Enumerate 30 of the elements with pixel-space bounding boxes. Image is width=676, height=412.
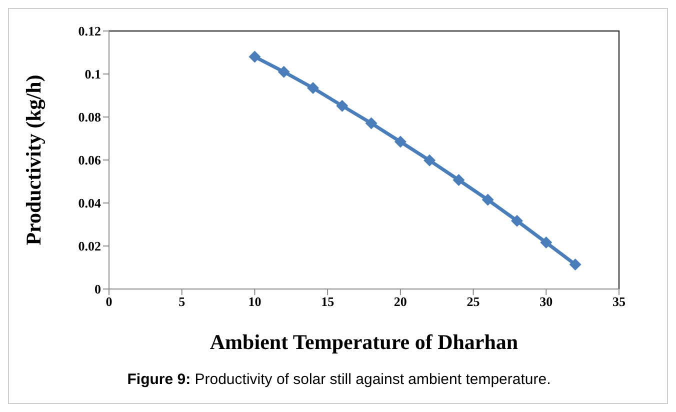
point — [482, 194, 494, 206]
point — [278, 66, 290, 78]
x-axis-title: Ambient Temperature of Dharhan — [210, 330, 518, 354]
point — [452, 174, 465, 186]
x-tick-label: 25 — [466, 294, 480, 310]
point — [424, 154, 436, 166]
point — [365, 117, 378, 130]
point — [511, 214, 523, 227]
x-tick-label: 20 — [394, 294, 407, 310]
point — [248, 50, 261, 63]
x-tick-label: 30 — [540, 294, 553, 310]
y-axis-title: Productivity (kg/h) — [21, 74, 46, 246]
x-tick-label: 5 — [178, 294, 186, 310]
point — [394, 136, 406, 148]
y-tick-label: 0.02 — [78, 238, 101, 254]
y-tick-label: 0.04 — [78, 196, 102, 211]
y-tick-label: 0.1 — [84, 66, 101, 82]
y-tick-label: 0.06 — [78, 152, 102, 168]
point — [307, 82, 319, 94]
caption: Figure 9: Productivity of solar still against ambient temperature. — [126, 371, 552, 388]
x-tick-label: 15 — [321, 294, 335, 310]
x-tick-label: 10 — [248, 294, 262, 310]
x-tick-label: 0 — [106, 294, 112, 310]
y-tick-label: 0.08 — [78, 110, 102, 125]
x-tick-label: 35 — [612, 294, 626, 310]
point — [569, 258, 582, 270]
y-tick-label: 0.12 — [78, 24, 101, 39]
point — [336, 100, 348, 112]
point — [540, 236, 552, 249]
y-tick-label: 0 — [94, 282, 101, 297]
